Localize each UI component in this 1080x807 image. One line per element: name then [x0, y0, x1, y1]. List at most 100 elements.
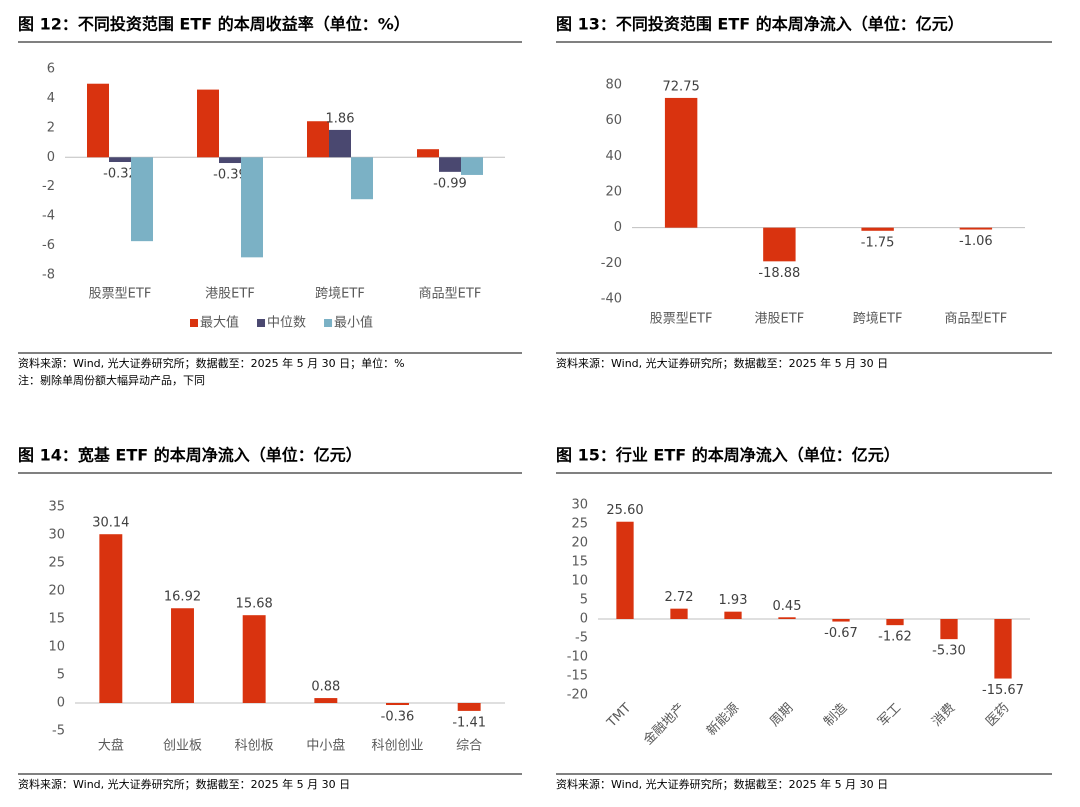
data-label: 0.45	[773, 599, 802, 614]
data-label: 0.88	[311, 680, 340, 695]
bar	[457, 703, 481, 711]
data-label: 1.93	[719, 593, 748, 608]
y-tick-label: 30	[48, 528, 65, 543]
bar	[171, 608, 194, 703]
source: 资料来源：Wind, 光大证券研究所；数据截至：2025 年 5 月 30 日	[556, 356, 888, 370]
y-tick-label: -4	[42, 209, 55, 224]
bar	[959, 227, 993, 230]
bar	[461, 157, 483, 175]
x-tick-label: 创业板	[163, 739, 202, 754]
legend-swatch	[190, 319, 198, 327]
y-tick-label: 5	[580, 593, 588, 608]
x-tick-label: 新能源	[703, 700, 742, 739]
source: 资料来源：Wind, 光大证券研究所；数据截至：2025 年 5 月 30 日	[556, 777, 888, 791]
y-tick-label: 0	[57, 696, 65, 711]
x-tick-label: 港股ETF	[755, 312, 805, 327]
y-tick-label: 6	[47, 62, 55, 77]
bar	[763, 227, 796, 262]
data-label: -18.88	[758, 266, 800, 281]
legend-swatch	[324, 319, 333, 327]
y-tick-label: 35	[48, 500, 65, 515]
y-tick-label: 0	[614, 220, 622, 235]
bar	[87, 83, 109, 158]
bar	[832, 619, 850, 622]
bar	[99, 534, 123, 703]
bar	[994, 619, 1012, 679]
data-label: -1.62	[878, 630, 912, 645]
x-tick-label: 跨境ETF	[315, 287, 365, 302]
y-tick-label: -15	[567, 669, 588, 684]
x-tick-label: 股票型ETF	[89, 287, 152, 302]
data-label: 2.72	[665, 590, 694, 605]
legend-label: 中位数	[267, 316, 306, 331]
y-tick-label: 20	[571, 536, 588, 551]
y-tick-label: 40	[605, 149, 622, 164]
y-tick-label: -10	[567, 650, 588, 665]
source: 资料来源：Wind, 光大证券研究所；数据截至：2025 年 5 月 30 日	[18, 777, 350, 791]
y-tick-label: -20	[601, 256, 622, 271]
bar	[778, 617, 796, 619]
legend-swatch	[257, 319, 266, 327]
x-tick-label: 中小盘	[306, 738, 345, 754]
bar	[664, 97, 698, 228]
data-label: 1.86	[326, 111, 355, 126]
legend-label: 最小值	[334, 315, 373, 331]
y-tick-label: 20	[605, 185, 622, 200]
bar	[314, 698, 338, 703]
data-label: -0.99	[433, 176, 467, 191]
y-tick-label: -20	[567, 688, 588, 703]
y-tick-label: 0	[580, 612, 588, 627]
y-tick-label: 4	[47, 91, 55, 106]
y-tick-label: -40	[601, 292, 622, 307]
y-tick-label: 15	[571, 555, 588, 570]
bar	[241, 157, 263, 258]
data-label: -15.67	[982, 683, 1024, 698]
x-tick-label: 军工	[875, 701, 904, 730]
x-tick-label: TMT	[604, 701, 635, 732]
bar	[351, 157, 373, 200]
chart-title: 图 12：不同投资范围 ETF 的本周收益率（单位：%）	[18, 15, 410, 34]
x-tick-label: 科创板	[235, 739, 274, 754]
y-tick-label: 10	[48, 640, 65, 655]
x-tick-label: 金融地产	[640, 700, 688, 748]
y-tick-label: -5	[52, 724, 65, 739]
x-tick-label: 商品型ETF	[419, 287, 482, 302]
bar	[417, 149, 439, 158]
bar	[670, 608, 688, 619]
data-label: 30.14	[92, 516, 129, 531]
x-tick-label: 港股ETF	[205, 287, 255, 302]
y-tick-label: 80	[605, 78, 622, 93]
bar	[307, 121, 329, 158]
data-label: -1.06	[959, 234, 993, 249]
y-tick-label: 15	[48, 612, 65, 627]
chart-title: 图 15：行业 ETF 的本周净流入（单位：亿元）	[556, 446, 900, 465]
bar	[616, 521, 634, 619]
x-tick-label: 周期	[767, 701, 796, 730]
y-tick-label: 20	[48, 584, 65, 599]
bar	[886, 619, 904, 626]
bar	[242, 615, 266, 703]
chart-title: 图 14：宽基 ETF 的本周净流入（单位：亿元）	[18, 446, 362, 465]
x-tick-label: 制造	[821, 701, 850, 730]
y-tick-label: 5	[57, 668, 65, 683]
bar	[109, 157, 131, 162]
data-label: 72.75	[663, 79, 700, 94]
data-label: 15.68	[236, 597, 273, 612]
data-label: 25.60	[606, 503, 643, 518]
x-tick-label: 大盘	[98, 738, 124, 754]
data-label: 16.92	[164, 590, 201, 605]
data-label: -0.36	[381, 710, 415, 725]
bar	[219, 157, 241, 164]
y-tick-label: 60	[605, 113, 622, 128]
y-tick-label: -6	[42, 238, 55, 253]
y-tick-label: -5	[575, 631, 588, 646]
x-tick-label: 综合	[456, 739, 482, 754]
data-label: -0.39	[213, 168, 247, 183]
bar	[131, 157, 153, 242]
chart-title: 图 13：不同投资范围 ETF 的本周净流入（单位：亿元）	[556, 15, 964, 34]
y-tick-label: 10	[571, 574, 588, 589]
source: 资料来源：Wind, 光大证券研究所；数据截至：2025 年 5 月 30 日；…	[18, 356, 405, 370]
y-tick-label: -8	[42, 268, 55, 283]
bar	[386, 703, 409, 706]
